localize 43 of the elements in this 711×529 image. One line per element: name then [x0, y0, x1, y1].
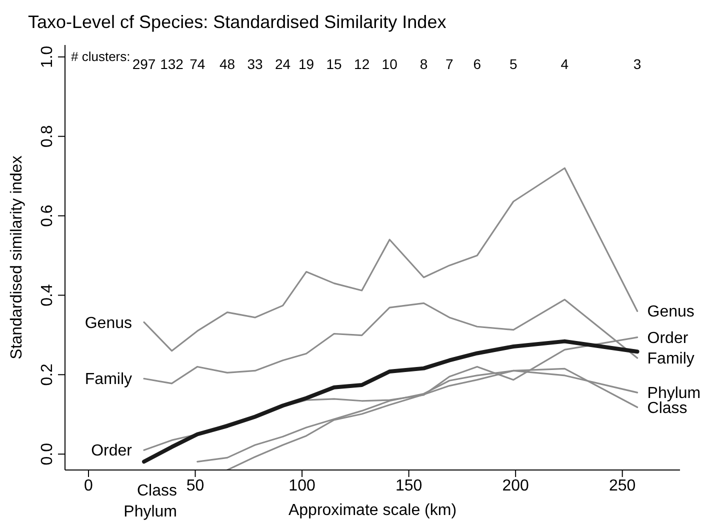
x-tick-label: 50: [186, 477, 204, 494]
annotation: 48: [220, 56, 236, 72]
annotation: # clusters:: [71, 49, 130, 64]
x-tick-label: 250: [608, 477, 636, 494]
x-tick-label: 100: [288, 477, 316, 494]
series-label: Order: [647, 330, 689, 347]
annotation: 8: [420, 56, 428, 72]
line-series: [143, 167, 638, 352]
text: Order: [91, 442, 132, 460]
annotation: 24: [275, 56, 291, 72]
y-tick-label: 0.6: [39, 204, 56, 227]
series-label: Class: [647, 400, 688, 417]
annotation: 6: [473, 56, 482, 72]
annotation: 132: [160, 56, 184, 72]
y-tick-label: 0.4: [39, 284, 56, 306]
y-tick-label: 0.8: [39, 125, 56, 148]
x-axis-title: Approximate scale (km): [288, 502, 457, 519]
annotation: 4: [560, 56, 569, 72]
x-tick-label: 150: [395, 477, 422, 494]
annotation: 19: [298, 56, 314, 72]
annotation: 10: [382, 56, 398, 72]
x-tick-label: 0: [84, 477, 94, 494]
annotation: 33: [247, 56, 264, 72]
y-axis-title: Standardised similarity index: [8, 156, 26, 360]
x-tick-label: 200: [502, 477, 530, 494]
text: Genus: [84, 314, 132, 332]
series-label: Genus: [647, 304, 694, 321]
annotation: 74: [190, 56, 206, 72]
series-label: Phylum: [647, 385, 701, 402]
y-tick-label: 1.0: [39, 46, 56, 68]
text: Family: [84, 371, 132, 388]
y-tick-label: 0.0: [39, 442, 56, 466]
annotation: 15: [326, 56, 342, 72]
annotation: 5: [510, 56, 518, 72]
chart-title: Taxo-Level cf Species: Standardised Similarity Index: [28, 12, 446, 33]
y-tick-label: 0.2: [39, 363, 56, 386]
annotation: 3: [633, 56, 642, 72]
annotation: 12: [354, 56, 370, 72]
text: Phylum: [124, 504, 177, 521]
text: Class: [136, 482, 177, 500]
series-label: Family: [647, 350, 694, 368]
annotation: 7: [445, 56, 454, 72]
annotation: 297: [132, 56, 156, 72]
